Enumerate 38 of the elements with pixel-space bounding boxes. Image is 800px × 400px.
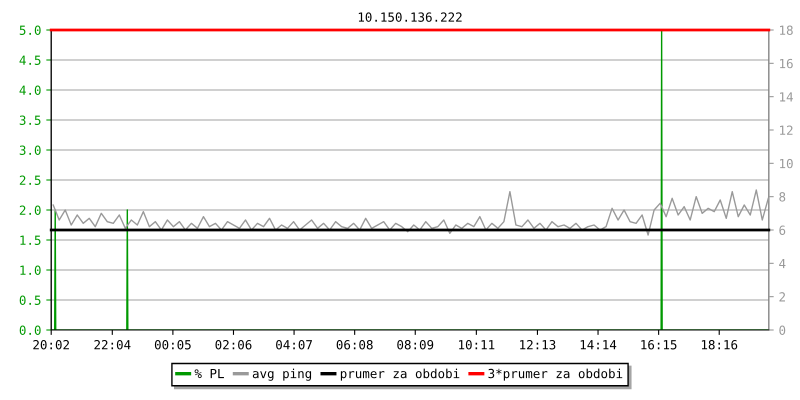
y-tick-label: 2.0 [20,206,41,215]
legend-label: prumer za obdobi [340,368,460,381]
x-tick-label: 10:11 [459,340,494,350]
y2-tick-label: 16 [780,58,793,68]
x-tick-label: 18:16 [702,340,738,350]
x-tick-label: 16:15 [641,340,676,350]
x-tick-label: 14:14 [580,340,616,350]
y2-tick-label: 6 [779,226,786,235]
x-tick-label: 20:02 [33,340,69,350]
y-tick-label: 2.5 [20,176,40,185]
y2-tick-label: 2 [779,292,785,302]
y-tick-label: 0.0 [20,326,41,335]
y2-tick-label: 12 [780,126,793,135]
y-tick-label: 3.0 [20,146,41,155]
y2-tick-label: 8 [779,192,786,202]
legend-label: 3*prumer za obdobi [488,368,622,381]
legend-label: avg ping [252,368,312,381]
y2-tick-label: 14 [780,92,793,102]
x-tick-label: 12:13 [520,340,556,350]
x-tick-label: 08:09 [397,340,434,350]
y2-tick-label: 18 [780,26,793,35]
y-tick-label: 0.5 [20,296,40,305]
y-tick-label: 4.0 [20,86,41,95]
y-tick-label: 4.5 [20,56,40,65]
x-tick-label: 06:08 [336,340,373,350]
x-tick-label: 22:04 [94,340,131,350]
y2-tick-label: 10 [780,158,793,168]
x-tick-label: 00:05 [154,340,191,350]
y2-tick-label: 4 [779,259,786,268]
chart-title: 10.150.136.222 [358,12,462,22]
legend-label: % PL [194,368,224,378]
x-tick-label: 04:07 [276,340,312,350]
y-tick-label: 3.5 [20,116,40,125]
y-tick-label: 1.0 [20,266,41,275]
y2-tick-label: 0 [779,326,786,335]
x-tick-label: 02:06 [215,340,252,350]
y-tick-label: 1.5 [20,236,40,245]
y-tick-label: 5.0 [20,26,41,35]
